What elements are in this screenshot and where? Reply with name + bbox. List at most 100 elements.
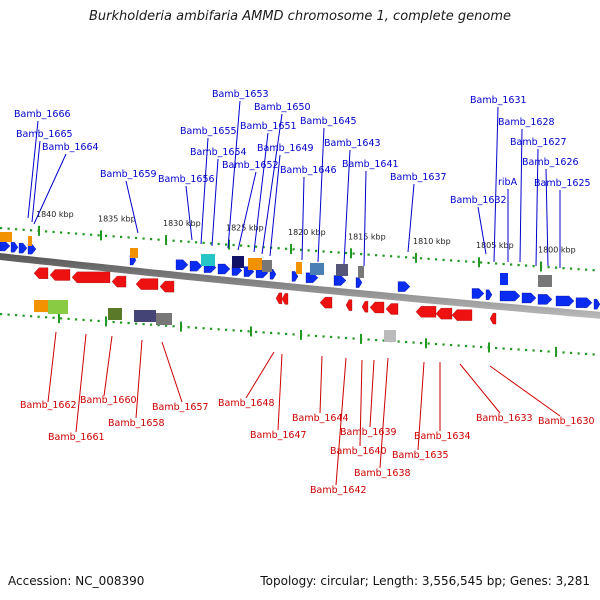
- scale-tick-minor: [157, 238, 160, 241]
- scale-tick-minor: [262, 246, 265, 249]
- scale-tick-minor: [375, 254, 378, 257]
- scale-tick-minor: [480, 261, 483, 264]
- feature-box: [262, 260, 272, 272]
- scale-tick-minor: [112, 235, 115, 238]
- scale-tick-minor: [517, 348, 520, 351]
- leader-line-bamb-1651: [253, 132, 269, 253]
- leader-line-bamb-1658: [135, 339, 143, 419]
- scale-tick-minor: [517, 263, 520, 267]
- gene-label-bamb-1651: Bamb_1651: [240, 121, 297, 132]
- scale-tick-minor: [435, 258, 438, 261]
- scale-tick-minor: [307, 334, 310, 337]
- scale-tick-major: [300, 329, 302, 340]
- feature-box: [384, 330, 396, 342]
- leader-line-bamb-1665: [31, 140, 41, 223]
- forward-gene-arrow: [471, 288, 485, 299]
- scale-tick-minor: [60, 317, 63, 320]
- scale-label-1835-kbp: 1835 kbp: [98, 214, 136, 223]
- feature-box: [48, 300, 68, 314]
- scale-tick-minor: [247, 330, 250, 333]
- scale-tick-minor: [502, 262, 505, 266]
- feature-box: [156, 313, 172, 325]
- scale-tick-minor: [345, 336, 348, 340]
- gene-label-bamb-1659: Bamb_1659: [100, 169, 157, 180]
- scale-tick-minor: [225, 328, 228, 331]
- leader-line-bamb-1659: [125, 180, 139, 234]
- scale-tick-minor: [540, 349, 543, 353]
- scale-tick-minor: [195, 241, 198, 244]
- scale-tick-minor: [555, 266, 558, 269]
- scale-tick-minor: [217, 328, 220, 331]
- leader-line-bamb-1630: [489, 365, 561, 417]
- scale-tick-minor: [67, 317, 70, 320]
- leader-line-bamb-1653: [227, 100, 241, 249]
- scale-tick-minor: [225, 243, 228, 246]
- gene-label-bamb-1660: Bamb_1660: [80, 395, 137, 406]
- scale-tick-major: [540, 261, 542, 272]
- leader-line-bamb-1638: [379, 357, 389, 469]
- scale-tick-minor: [592, 353, 595, 356]
- forward-gene-arrow: [499, 290, 521, 302]
- scale-tick-minor: [547, 350, 550, 353]
- scale-tick-minor: [397, 255, 400, 258]
- leader-line-bamb-1655: [200, 137, 209, 245]
- scale-label-1840-kbp: 1840 kbp: [36, 210, 74, 219]
- gene-label-bamb-1650: Bamb_1650: [254, 102, 311, 113]
- scale-tick-minor: [427, 342, 430, 345]
- gene-label-bamb-1647: Bamb_1647: [250, 430, 307, 441]
- scale-tick-minor: [75, 318, 78, 321]
- forward-gene-arrow: [485, 289, 493, 300]
- reverse-gene-arrow: [281, 293, 289, 305]
- scale-tick-major: [555, 346, 557, 357]
- scale-tick-minor: [300, 248, 303, 251]
- reverse-gene-arrow: [159, 280, 175, 293]
- reverse-gene-arrow: [111, 275, 127, 288]
- scale-tick-minor: [187, 326, 190, 329]
- scale-tick-minor: [127, 236, 130, 239]
- forward-gene-arrow: [217, 263, 231, 275]
- scale-tick-minor: [30, 315, 33, 318]
- scale-label-1800-kbp: 1800 kbp: [538, 246, 576, 255]
- leader-line-bamb-1628: [519, 128, 523, 263]
- scale-tick-minor: [532, 349, 535, 352]
- scale-tick-minor: [217, 242, 220, 246]
- reverse-gene-arrow: [275, 292, 283, 304]
- feature-box: [34, 300, 48, 312]
- gene-label-bamb-1626: Bamb_1626: [522, 157, 579, 168]
- scale-tick-minor: [577, 352, 580, 355]
- scale-tick-minor: [7, 313, 10, 316]
- scale-label-1810-kbp: 1810 kbp: [413, 237, 451, 246]
- scale-tick-minor: [487, 261, 490, 265]
- scale-tick-major: [58, 313, 60, 324]
- gene-label-bamb-1662: Bamb_1662: [20, 400, 77, 411]
- scale-tick-minor: [0, 313, 3, 316]
- feature-box: [130, 248, 138, 258]
- leader-line-bamb-1632: [477, 206, 487, 255]
- gene-label-bamb-1654: Bamb_1654: [190, 147, 247, 158]
- gene-label-bamb-1664: Bamb_1664: [42, 142, 99, 153]
- feature-box: [28, 236, 32, 246]
- scale-tick-minor: [307, 249, 310, 252]
- leader-line-bamb-1647: [277, 353, 283, 431]
- scale-tick-minor: [465, 344, 468, 348]
- scale-tick-minor: [315, 334, 318, 338]
- scale-tick-minor: [525, 348, 528, 352]
- gene-label-bamb-1634: Bamb_1634: [414, 431, 471, 442]
- feature-box: [310, 263, 324, 275]
- scale-tick-minor: [180, 240, 183, 243]
- leader-line-bamb-1656: [185, 185, 193, 241]
- forward-gene-arrow: [537, 294, 553, 305]
- forward-gene-arrow: [593, 299, 600, 310]
- reverse-gene-arrow: [385, 303, 399, 315]
- leader-line-bamb-1631: [493, 106, 499, 263]
- scale-tick-major: [488, 342, 490, 353]
- leader-line-bamb-1635: [417, 361, 425, 451]
- scale-tick-minor: [187, 240, 190, 243]
- scale-tick-minor: [150, 323, 153, 326]
- feature-box: [232, 256, 244, 268]
- leader-line-bamb-1662: [47, 331, 57, 403]
- scale-tick-minor: [352, 337, 355, 340]
- gene-label-bamb-1638: Bamb_1638: [354, 468, 411, 479]
- scale-tick-minor: [412, 341, 415, 344]
